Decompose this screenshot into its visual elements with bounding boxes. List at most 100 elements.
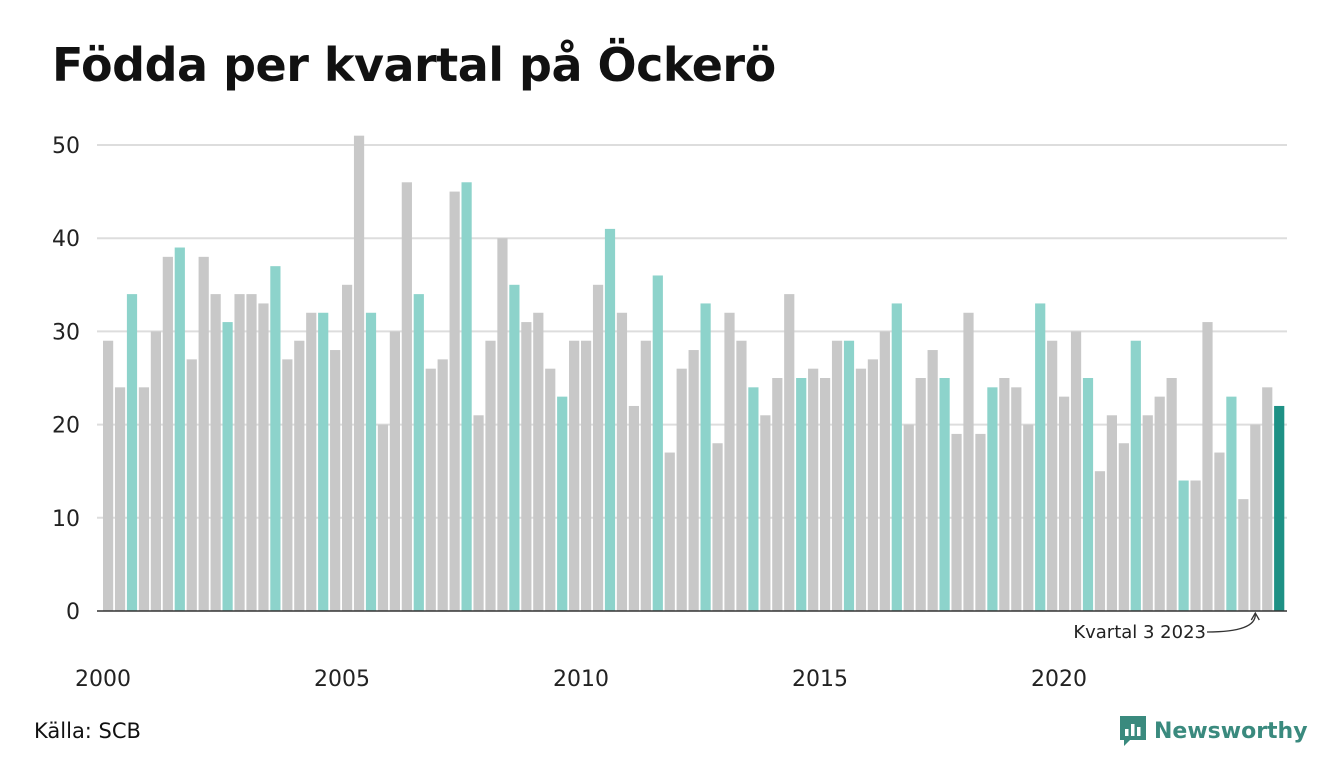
- bar: [772, 378, 783, 611]
- bar: [676, 368, 687, 611]
- bar: [461, 182, 472, 611]
- bar: [1011, 387, 1022, 611]
- bar: [222, 322, 233, 611]
- bar: [927, 350, 938, 611]
- bar: [1142, 415, 1153, 611]
- bar: [1106, 415, 1117, 611]
- bar: [987, 387, 998, 611]
- bar: [808, 368, 819, 611]
- y-tick-label: 50: [52, 134, 80, 159]
- bar: [1154, 396, 1165, 611]
- bar: [867, 359, 878, 611]
- bar: [198, 256, 209, 611]
- bar: [174, 247, 185, 611]
- y-tick-label: 40: [52, 227, 80, 252]
- bar: [1070, 331, 1082, 611]
- bar: [1130, 340, 1141, 611]
- bar: [150, 331, 161, 611]
- bar: [604, 228, 616, 611]
- bar: [592, 284, 604, 611]
- bar: [1238, 499, 1249, 611]
- chart-title: Födda per kvartal på Öckerö: [52, 38, 776, 92]
- bar: [162, 256, 173, 611]
- bar: [294, 340, 305, 611]
- bar: [616, 312, 628, 611]
- bar: [796, 378, 807, 611]
- bar: [1059, 396, 1070, 611]
- bar: [557, 396, 568, 611]
- annotation-arrow: [1206, 613, 1256, 633]
- bar: [951, 433, 962, 611]
- bar: [1023, 424, 1034, 611]
- bar: [1047, 340, 1058, 611]
- y-tick-label: 20: [52, 414, 80, 439]
- bar: [652, 275, 663, 611]
- bar: [736, 340, 747, 611]
- brand-name: Newsworthy: [1154, 718, 1308, 744]
- bar: [628, 405, 639, 611]
- y-tick-label: 10: [52, 507, 80, 532]
- bar: [999, 378, 1010, 611]
- bar: [748, 387, 759, 611]
- bar: [1190, 480, 1201, 611]
- bar-chart-speech-icon: [1120, 716, 1146, 746]
- bar: [1035, 303, 1046, 611]
- bar: [306, 312, 317, 611]
- bar: [820, 378, 831, 611]
- bar: [975, 433, 986, 611]
- x-tick-label: 2000: [75, 667, 131, 692]
- y-tick-label: 30: [52, 320, 80, 345]
- x-tick-label: 2020: [1031, 667, 1087, 692]
- bar: [831, 340, 843, 611]
- annotation-label: Kvartal 3 2023: [1073, 622, 1206, 643]
- annotation: Kvartal 3 2023: [1073, 611, 1260, 643]
- bar: [784, 294, 795, 611]
- bar: [569, 340, 580, 611]
- bar: [712, 443, 723, 611]
- bar: [234, 294, 245, 611]
- bar: [509, 284, 520, 611]
- bar: [318, 312, 329, 611]
- brand-logo: Newsworthy: [1118, 714, 1308, 748]
- bar: [330, 350, 341, 611]
- bar: [855, 368, 867, 611]
- annotation-arrowhead: [1250, 611, 1260, 621]
- x-tick-label: 2005: [314, 667, 370, 692]
- bar: [1250, 424, 1261, 611]
- bar: [891, 303, 902, 611]
- bar: [126, 294, 138, 611]
- bar: [521, 322, 532, 611]
- bar: [1202, 322, 1213, 611]
- bars: [103, 135, 1285, 611]
- bar: [353, 135, 365, 611]
- bar: [903, 424, 914, 611]
- bar: [282, 359, 293, 611]
- bar: [246, 294, 257, 611]
- bar: [497, 238, 508, 611]
- bar: [1214, 452, 1225, 611]
- source-label: Källa: SCB: [34, 719, 141, 743]
- bar: [437, 359, 448, 611]
- bar: [724, 312, 735, 611]
- bar: [342, 284, 353, 611]
- bar: [1094, 471, 1106, 611]
- x-tick-label: 2015: [792, 667, 848, 692]
- bar: [389, 331, 400, 611]
- y-tick-label: 0: [66, 600, 80, 625]
- bar: [915, 378, 926, 611]
- bar: [401, 182, 412, 611]
- bar: [1274, 405, 1285, 611]
- bar-chart: 0 10 20 30 40 50 2000 2005 2010 2015 2020 Kvartal …: [52, 134, 1287, 692]
- bar: [425, 368, 436, 611]
- bar: [413, 294, 424, 611]
- bar: [1178, 480, 1189, 611]
- bar: [1226, 396, 1237, 611]
- bar: [1082, 378, 1094, 611]
- bar: [1118, 443, 1129, 611]
- bar: [473, 415, 484, 611]
- bar: [533, 312, 544, 611]
- bar: [114, 387, 126, 611]
- bar: [485, 340, 496, 611]
- bar: [1262, 387, 1273, 611]
- bar: [138, 387, 150, 611]
